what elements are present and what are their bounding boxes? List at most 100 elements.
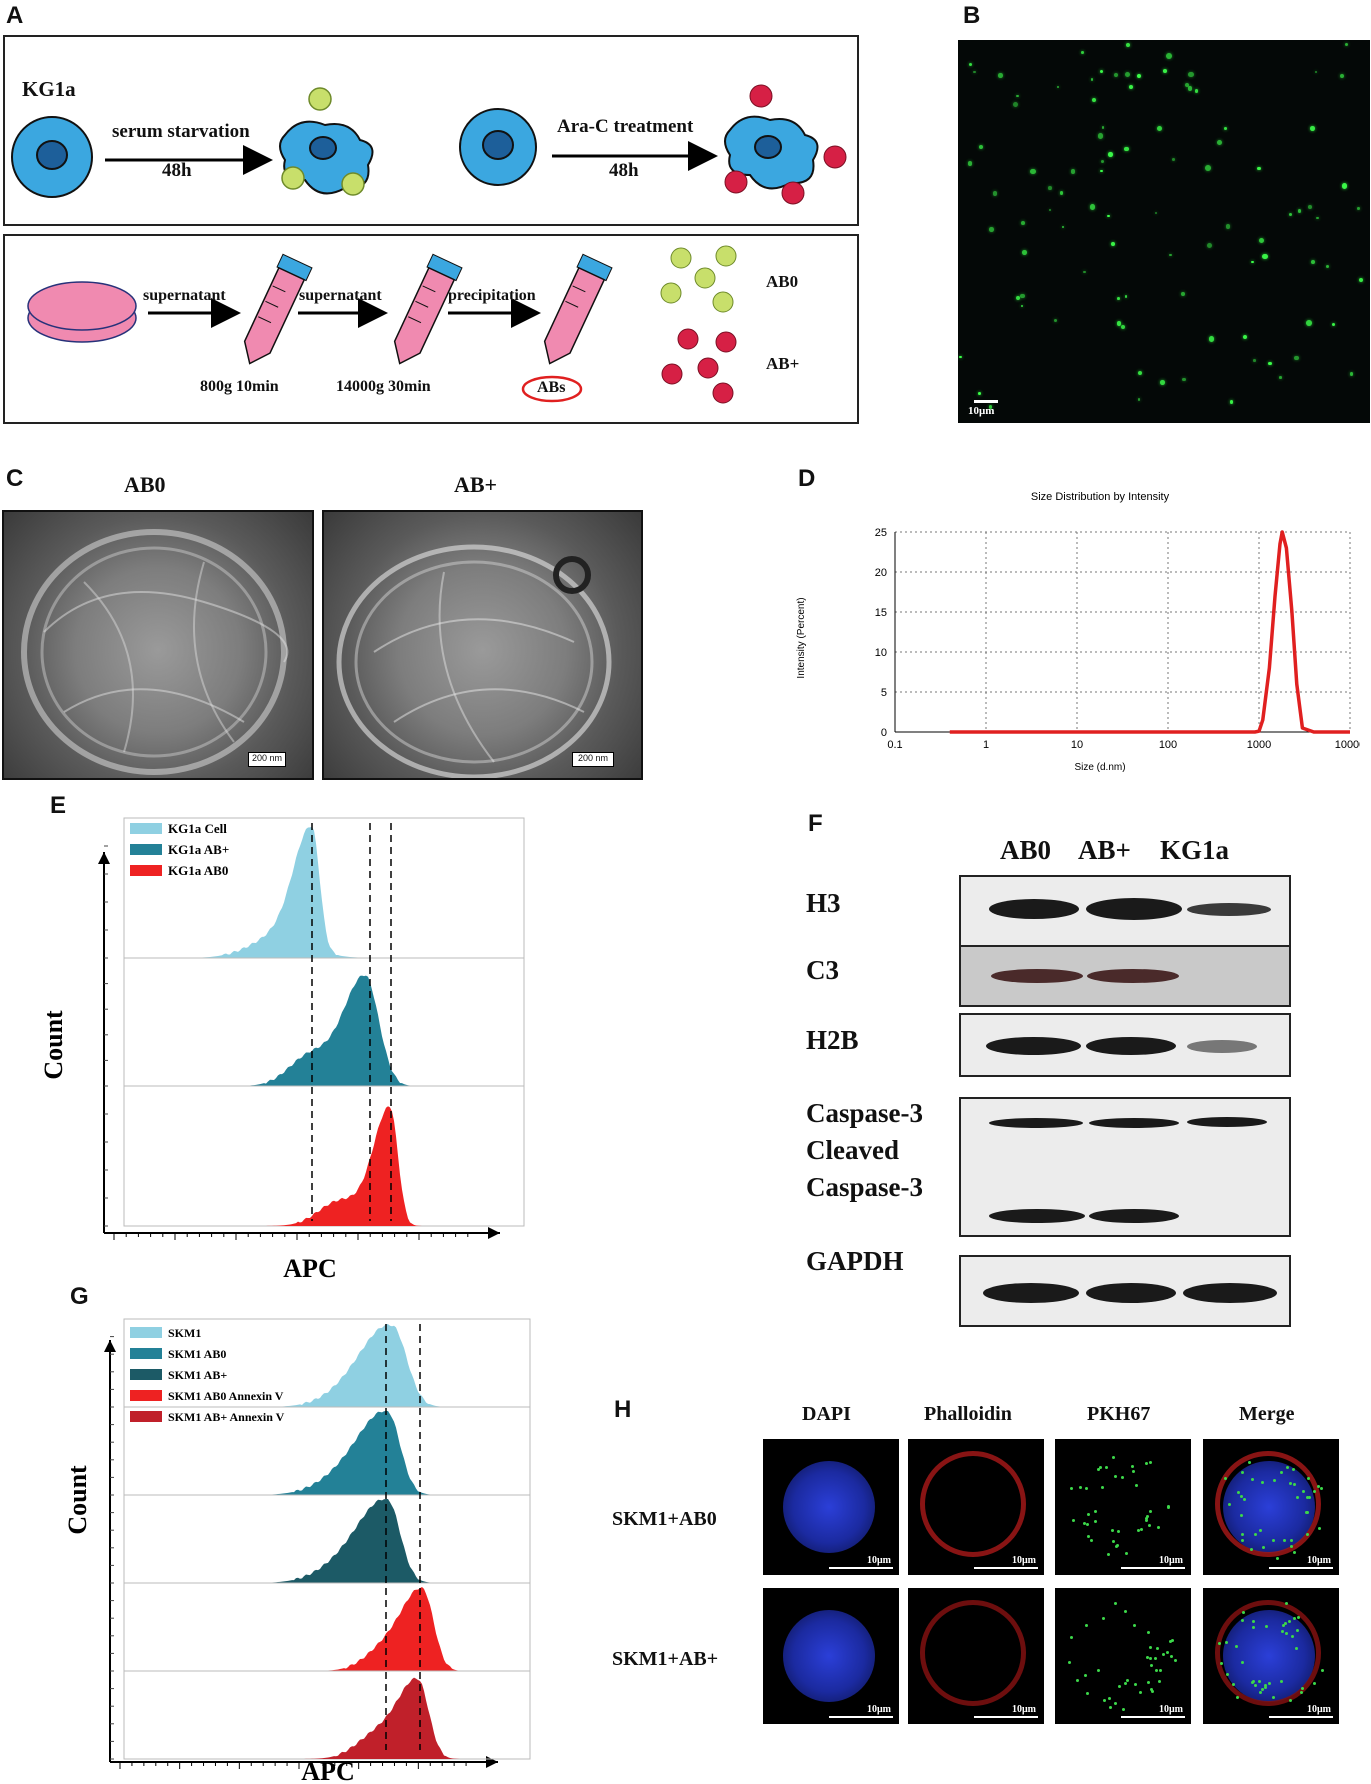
fluorescent-particle xyxy=(1157,126,1163,132)
fluorescent-particle xyxy=(959,355,962,359)
fluorescent-particle xyxy=(1124,72,1131,78)
panel-a-top-box xyxy=(3,35,859,226)
x-axis-arrow xyxy=(488,1227,500,1239)
tem-title-abplus: AB+ xyxy=(454,472,498,497)
fluorescent-particle xyxy=(1120,324,1126,329)
tem-scale-ab0: 200 nm xyxy=(248,752,286,767)
fluorescent-particle xyxy=(1341,183,1348,189)
y-tick-label: 20 xyxy=(875,567,887,579)
blot-label-h3: H3 xyxy=(806,888,841,918)
fluorescent-particle xyxy=(969,62,973,67)
row-label-ab0: SKM1+AB0 xyxy=(612,1508,717,1530)
confocal-dapi-abplus: 10μm xyxy=(763,1588,899,1724)
fluorescent-particle xyxy=(1242,335,1247,340)
fluorescent-particle xyxy=(1089,204,1096,211)
confocal-scale-bar xyxy=(1121,1567,1185,1569)
fluorescent-particle xyxy=(1339,73,1345,78)
y-tick-label: 25 xyxy=(875,527,887,539)
confocal-scale-label: 10μm xyxy=(1307,1555,1331,1566)
x-axis-label: APC xyxy=(301,1757,354,1784)
legend-label: KG1a AB+ xyxy=(168,842,229,857)
fluorescent-particle xyxy=(1020,305,1023,308)
confocal-dapi-ab0: 10μm xyxy=(763,1439,899,1575)
confocal-scale-label: 10μm xyxy=(1012,1555,1036,1566)
x-axis-label: APC xyxy=(283,1254,336,1280)
blot-c3 xyxy=(959,945,1291,1007)
fluorescent-particle xyxy=(1160,379,1165,385)
blot-label-cleaved-caspase3: Caspase-3 xyxy=(806,1172,924,1202)
fluorescent-particle xyxy=(1257,166,1262,171)
fluorescent-particle xyxy=(1206,242,1213,248)
fluorescent-particle xyxy=(1125,43,1130,48)
blot-gapdh xyxy=(959,1255,1291,1327)
blot-h3 xyxy=(959,875,1291,947)
cell-label: KG1a xyxy=(22,77,76,101)
fluorescent-particle xyxy=(1188,71,1194,78)
fluorescent-particle xyxy=(1171,158,1175,161)
fluorescent-particle xyxy=(1113,72,1119,78)
fluorescence-image xyxy=(958,40,1370,423)
fluorescent-particle xyxy=(1155,211,1158,214)
fluorescent-particle xyxy=(1358,278,1364,283)
fluorescent-particle xyxy=(1099,69,1104,74)
legend-label: SKM1 xyxy=(168,1326,201,1340)
confocal-phalloidin-abplus: 10μm xyxy=(908,1588,1044,1724)
fluorescent-particle xyxy=(1307,205,1312,210)
fluorescent-particle xyxy=(1030,169,1036,175)
y-tick-label: 5 xyxy=(881,687,887,699)
blot-h2b xyxy=(959,1013,1291,1077)
legend-swatch xyxy=(130,1369,162,1380)
blot-label-gapdh: GAPDH xyxy=(806,1246,904,1276)
y-axis-label: Count xyxy=(63,1465,92,1535)
panel-label-b: B xyxy=(963,2,981,29)
abplus-label: AB+ xyxy=(766,354,800,373)
fluorescent-particle xyxy=(1294,356,1299,361)
fluorescent-particle xyxy=(973,70,976,74)
fluorescent-particle xyxy=(1310,126,1315,131)
fluorescent-particle xyxy=(978,392,981,395)
fluorescent-particle xyxy=(1224,127,1228,131)
scale-bar-label: 10μm xyxy=(968,405,995,417)
fluorescent-particle xyxy=(1057,85,1060,88)
confocal-merge-abplus: 10μm xyxy=(1203,1588,1339,1724)
panel-label-c: C xyxy=(6,465,24,492)
fluorescent-particle xyxy=(1268,361,1272,365)
fluorescent-particle xyxy=(1349,372,1354,377)
col-label-merge: Merge xyxy=(1239,1403,1295,1425)
legend-label: SKM1 AB0 Annexin V xyxy=(168,1389,284,1403)
panel-label-a: A xyxy=(6,2,24,29)
abs-label: ABs xyxy=(537,379,566,396)
blot-label-cleaved: Cleaved xyxy=(806,1135,899,1165)
tem-title-ab0: AB0 xyxy=(124,472,166,497)
fluorescent-particle xyxy=(1180,291,1185,296)
confocal-scale-bar xyxy=(1269,1567,1333,1569)
tem-scale-abplus: 200 nm xyxy=(572,752,614,767)
confocal-scale-label: 10μm xyxy=(867,1555,891,1566)
flow-histogram-e: KG1a Cell KG1a AB+ KG1a AB0 APC Count xyxy=(40,817,525,1280)
spin2-label: 14000g 30min xyxy=(336,378,431,395)
fluorescent-particle xyxy=(1182,377,1186,382)
fluorescent-particle xyxy=(1053,318,1057,322)
tem-image-ab0: 200 nm xyxy=(2,510,314,780)
confocal-pkh67-abplus: 10μm xyxy=(1055,1588,1191,1724)
legend-swatch xyxy=(130,1327,162,1338)
fluorescent-particle xyxy=(1048,208,1052,212)
confocal-scale-label: 10μm xyxy=(1159,1704,1183,1715)
blot-caspase3 xyxy=(959,1097,1291,1237)
legend-label: SKM1 AB+ Annexin V xyxy=(168,1410,285,1424)
fluorescent-particle xyxy=(998,73,1003,78)
scale-bar xyxy=(974,400,998,403)
legend-swatch xyxy=(130,1348,162,1359)
col-label-dapi: DAPI xyxy=(802,1403,851,1425)
fluorescent-particle xyxy=(1325,264,1329,268)
fluorescent-particle xyxy=(979,144,984,149)
x-axis-arrow xyxy=(486,1756,498,1768)
lane-label-abplus: AB+ xyxy=(1078,835,1131,865)
fluorescent-particle xyxy=(1216,140,1222,146)
lane-label-ab0: AB0 xyxy=(1000,835,1052,865)
step1-label: serum starvation xyxy=(112,121,250,142)
fluorescent-particle xyxy=(1306,320,1313,326)
histogram-fill xyxy=(124,1587,530,1671)
fluorescent-particle xyxy=(1225,224,1231,229)
confocal-pkh67-ab0: 10μm xyxy=(1055,1439,1191,1575)
